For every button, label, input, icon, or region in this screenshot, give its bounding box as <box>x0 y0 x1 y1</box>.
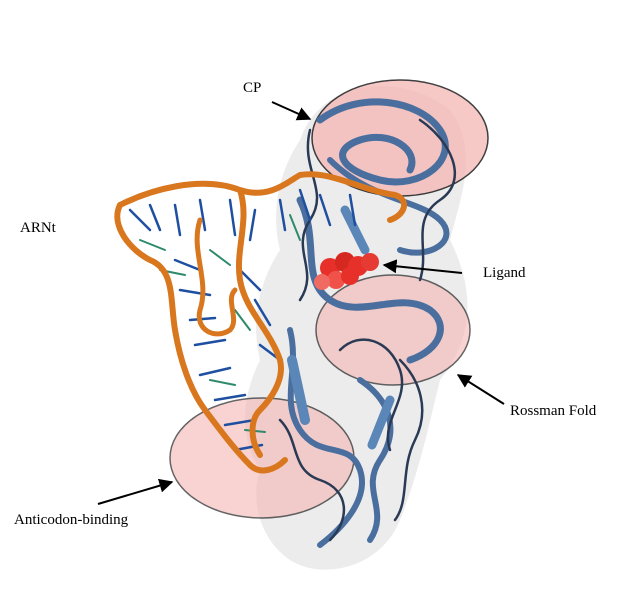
cp-arrow <box>271 101 312 121</box>
anticodon-binding-arrow <box>97 478 174 505</box>
ligand-spheres <box>314 252 379 290</box>
arnt-label: ARNt <box>20 220 56 236</box>
trna-structure <box>114 171 407 474</box>
anticodon-binding-label: Anticodon-binding <box>14 512 129 528</box>
rossman-fold-label: Rossman Fold <box>510 403 597 419</box>
ligand-label: Ligand <box>483 265 526 281</box>
anticodon-binding-ellipse <box>169 397 355 519</box>
rossman-fold-arrow <box>456 374 505 405</box>
cp-label: CP <box>243 80 262 96</box>
rossman-fold-ellipse <box>315 274 471 386</box>
ligand-arrow <box>382 259 463 274</box>
